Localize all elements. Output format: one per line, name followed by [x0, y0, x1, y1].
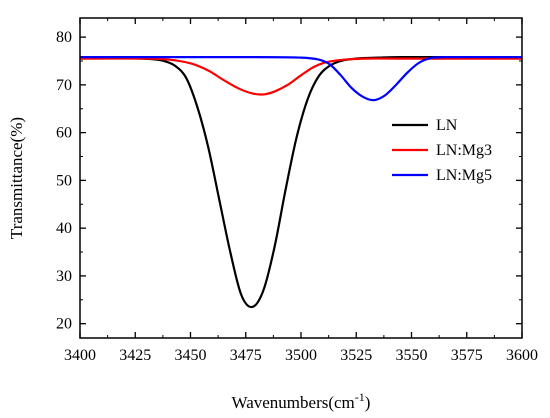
- x-tick-label: 3450: [175, 347, 207, 364]
- x-tick-label: 3400: [64, 347, 96, 364]
- x-tick-label: 3550: [396, 347, 428, 364]
- x-tick-label: 3475: [230, 347, 262, 364]
- x-axis-title-superscript: -1: [355, 390, 365, 404]
- y-axis-title: Transmittance(%): [7, 117, 26, 239]
- legend-label-ln-mg5: LN:Mg5: [436, 167, 492, 184]
- x-tick-label: 3425: [119, 347, 151, 364]
- legend-label-ln: LN: [436, 117, 458, 134]
- x-axis-title: Wavenumbers(cm-1): [232, 390, 371, 412]
- y-tick-label: 50: [56, 172, 72, 189]
- y-tick-label: 80: [56, 29, 72, 46]
- series-line-ln-mg5: [79, 55, 523, 102]
- y-tick-label: 40: [56, 220, 72, 237]
- x-tick-label: 3600: [506, 347, 538, 364]
- axes: 3400 3425 3450 3475 3500 3525 3550 3575 3600 20 30…: [56, 17, 538, 364]
- plot-area: [79, 55, 523, 309]
- y-tick-label: 70: [56, 77, 72, 94]
- y-tick-label: 30: [56, 268, 72, 285]
- x-tick-label: 3500: [285, 347, 317, 364]
- y-tick-label: 20: [56, 316, 72, 333]
- legend-label-ln-mg3: LN:Mg3: [436, 142, 492, 159]
- y-tick-label: 60: [56, 125, 72, 142]
- x-axis-title-close: ): [365, 393, 371, 412]
- legend: LN LN:Mg3 LN:Mg5: [392, 117, 492, 184]
- x-tick-label: 3575: [451, 347, 483, 364]
- x-tick-label: 3525: [340, 347, 372, 364]
- series-line-ln-mg3: [79, 57, 522, 96]
- x-axis-title-main: Wavenumbers(cm: [232, 393, 355, 412]
